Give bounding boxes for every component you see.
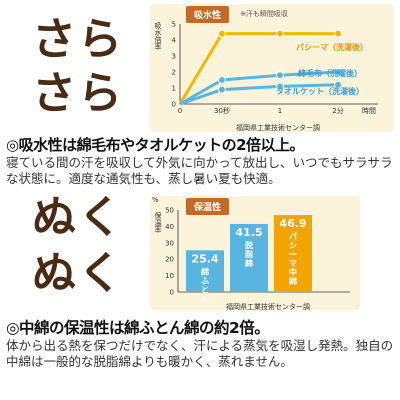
- absorption-y-unit: 吸水倍率: [154, 22, 162, 50]
- warmth-source: 福岡県工業技術センター調: [226, 303, 310, 311]
- sarasara-word-1: さら: [32, 14, 124, 65]
- absorption-source: 福岡県工業技術センター調: [236, 124, 320, 132]
- y-tick-label: 3: [172, 53, 176, 61]
- bar-category-char: 中: [289, 267, 297, 277]
- bar-category-char: と: [201, 285, 209, 294]
- series-point: [218, 76, 226, 84]
- bar-category-char: 綿: [289, 276, 297, 286]
- y-tick-label: 10: [165, 272, 174, 280]
- series-label: パシーマ（洗濯後）: [296, 42, 368, 52]
- series-point: [334, 80, 342, 89]
- y-tick-label: 5: [172, 21, 176, 29]
- absorption-body: 寝ている間の汗を吸収して外気に向かって放出し、いつでもサラサラな状態に。適度な通…: [6, 155, 393, 186]
- absorption-line-chart: 0 1 2 3 4 5 0 30秒 1 2分 時間 パシーマ（洗濯後） 綿毛布（洗濯後） タオルケット（洗…: [172, 21, 378, 115]
- bar-value-label: 25.4: [191, 252, 218, 265]
- series-line: [179, 83, 339, 106]
- series-point: [218, 29, 226, 38]
- bar-value-label: 41.5: [235, 226, 262, 239]
- bar: [274, 215, 312, 292]
- bar-category-char: パ: [289, 231, 297, 241]
- sarasara-word-2: さら: [32, 68, 124, 119]
- y-tick-label: 40: [165, 223, 174, 231]
- y-tick-label: 0: [170, 289, 174, 297]
- bar-category-char: 綿: [201, 266, 209, 276]
- series-point: [334, 29, 342, 38]
- y-tick-label: 1: [172, 85, 176, 93]
- y-tick-label: 0: [172, 101, 176, 109]
- bar-category-char: 綿: [245, 258, 253, 268]
- nukunuku-word-2: ぬく: [32, 248, 124, 299]
- y-tick-label: 4: [172, 37, 177, 45]
- y-tick-label: 20: [165, 256, 174, 264]
- x-tick-label: 2分: [332, 106, 343, 115]
- bar: [230, 223, 268, 292]
- series-label: 綿毛布（洗濯後）: [298, 68, 362, 78]
- absorption-note: ※汗も瞬間吸収: [240, 10, 288, 18]
- series-point: [276, 71, 284, 80]
- y-tick-label: 2: [172, 69, 176, 77]
- warmth-body: 体から出る熱を保つだけでなく、汗による蒸気を吸湿し発熱。独自の中綿は一般的な脱脂…: [6, 338, 394, 369]
- series-line: [179, 70, 339, 106]
- series-point: [334, 68, 342, 76]
- bar: [186, 250, 224, 292]
- bar-category-char: ふ: [201, 276, 209, 285]
- absorption-chart-title: 吸水性: [186, 6, 230, 23]
- warmth-y-unit: 保温率: [154, 212, 162, 233]
- bar-value-label: 46.9: [279, 217, 306, 230]
- y-tick-label: 30: [165, 239, 174, 247]
- absorption-headline: ◎吸水性は綿毛布やタオルケットの2倍以上。: [6, 136, 305, 154]
- bar-category-char: 脂: [244, 249, 253, 259]
- x-tick-label: 0: [178, 107, 182, 115]
- bar-category-char: 綿: [201, 302, 209, 304]
- series-point: [276, 29, 284, 38]
- y-tick-label: 50: [165, 207, 174, 215]
- nukunuku-word-1: ぬく: [32, 192, 124, 243]
- bar-category-char: シ: [289, 241, 297, 250]
- x-tick-label: 1: [278, 107, 282, 115]
- series-point: [276, 82, 284, 91]
- bar-category-char: 脱: [245, 240, 253, 250]
- warmth-chart-title: 保温性: [186, 198, 230, 215]
- x-axis-suffix: 時間: [362, 107, 376, 115]
- warmth-headline: ◎中綿の保温性は綿ふとん綿の約2倍。: [6, 319, 270, 337]
- series-point: [218, 85, 226, 94]
- series-label: タオルケット（洗濯後）: [276, 86, 364, 96]
- bar-category-char: ん: [201, 294, 209, 303]
- bar-category-char: マ: [289, 259, 297, 268]
- absorption-chart-box: [150, 4, 394, 132]
- warmth-percent-unit: %: [152, 196, 159, 204]
- series-line: [178, 32, 338, 105]
- bar-category-char: ー: [289, 250, 297, 259]
- x-tick-label: 30秒: [214, 106, 230, 115]
